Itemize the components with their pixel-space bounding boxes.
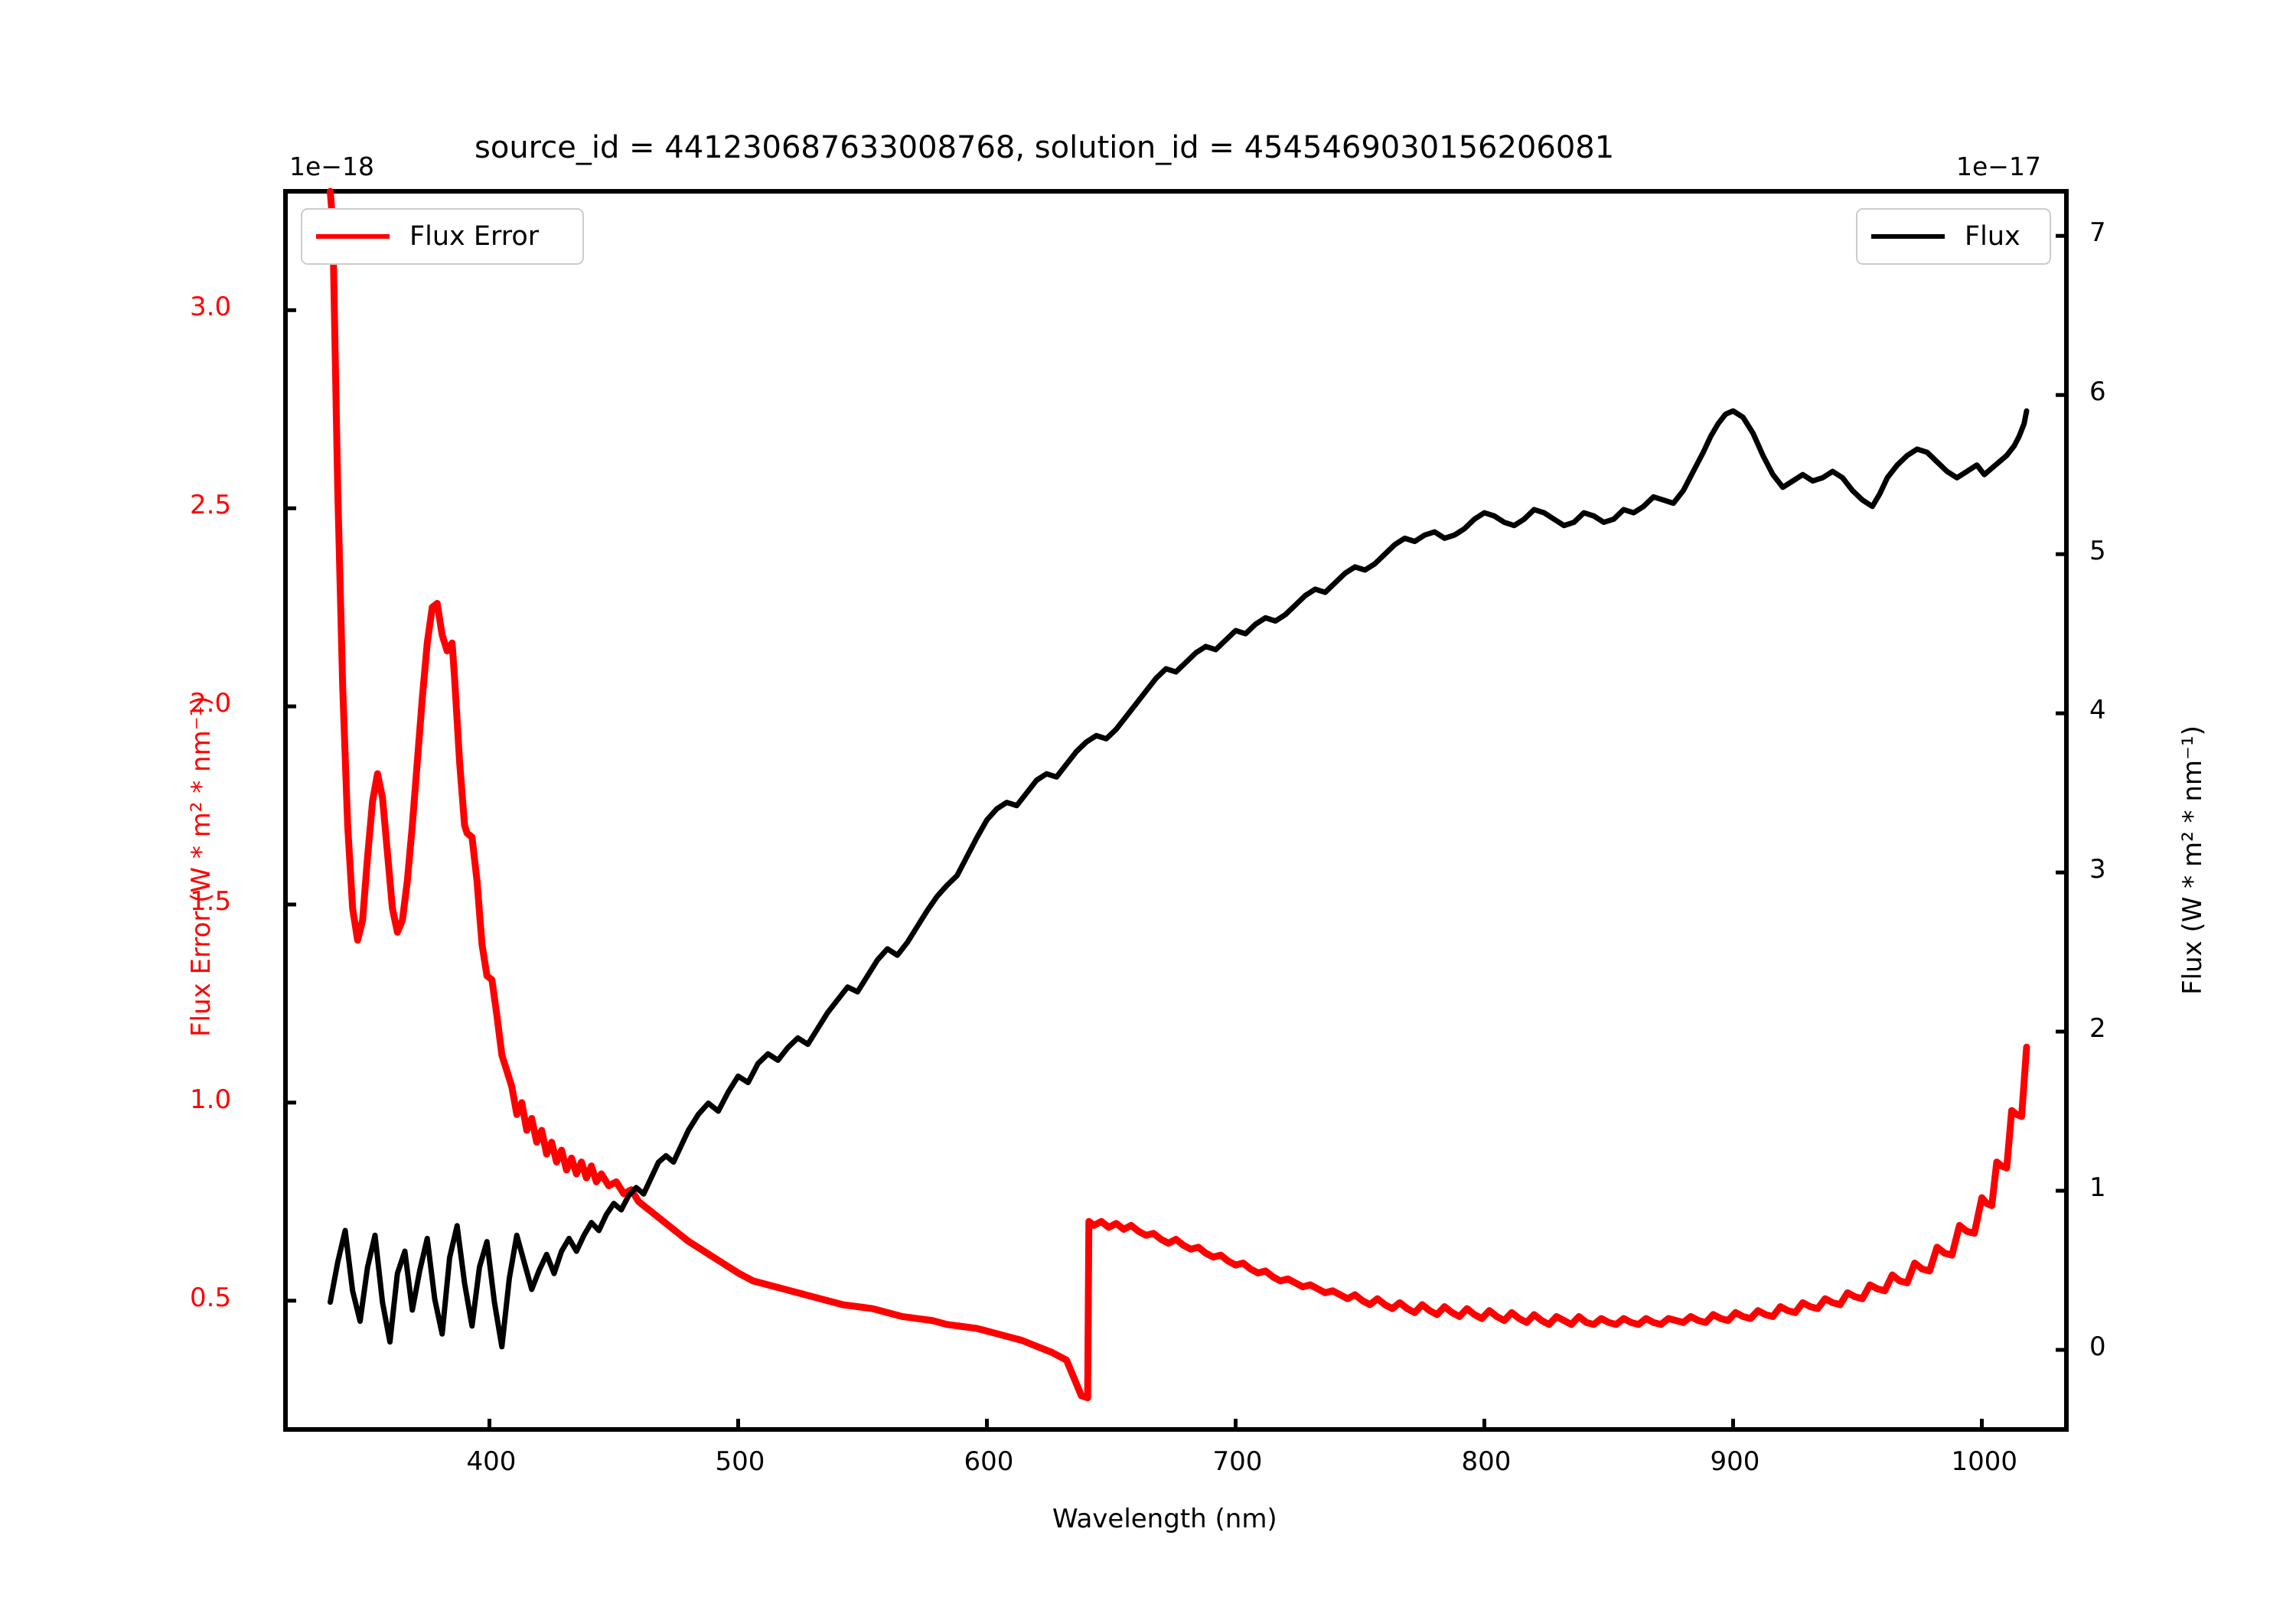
x-tick-label: 600 xyxy=(964,1446,1014,1477)
y-tick-label-left: 0.5 xyxy=(190,1282,232,1313)
right-axis-offset-text: 1e−17 xyxy=(1956,152,2041,181)
y-tick-label-left: 1.5 xyxy=(190,885,232,917)
x-axis-label: Wavelength (nm) xyxy=(1052,1504,1277,1534)
y-tick-label-right: 6 xyxy=(2089,376,2106,408)
x-tick-label: 400 xyxy=(466,1446,517,1477)
axes-frame xyxy=(283,189,2069,1432)
y-tick-label-left: 3.0 xyxy=(190,292,232,323)
legend-line-flux-error xyxy=(316,234,390,239)
x-tick-label: 900 xyxy=(1710,1446,1760,1477)
legend-label-flux-error: Flux Error xyxy=(409,221,540,252)
y-tick-label-left: 2.5 xyxy=(190,490,232,521)
legend-flux[interactable]: Flux xyxy=(1856,208,2051,265)
x-tick-label: 800 xyxy=(1461,1446,1512,1477)
y-tick-label-right: 1 xyxy=(2089,1172,2106,1204)
y-axis-label-left: Flux Error (W * m² * nm⁻¹) xyxy=(186,696,217,1037)
y-tick-label-right: 2 xyxy=(2089,1013,2106,1045)
page-title: source_id = 441230687633008768, solution… xyxy=(475,130,1615,165)
x-tick-label: 1000 xyxy=(1951,1446,2018,1477)
x-tick-label: 700 xyxy=(1212,1446,1263,1477)
y-tick-label-right: 4 xyxy=(2089,695,2106,726)
legend-label-flux: Flux xyxy=(1965,221,2020,252)
y-tick-label-right: 7 xyxy=(2089,217,2106,249)
legend-line-flux xyxy=(1871,234,1945,239)
y-axis-label-right: Flux (W * m² * nm⁻¹) xyxy=(2177,725,2208,995)
y-tick-label-left: 2.0 xyxy=(190,688,232,719)
legend-flux-error[interactable]: Flux Error xyxy=(301,208,584,265)
y-tick-label-left: 1.0 xyxy=(190,1084,232,1115)
left-axis-offset-text: 1e−18 xyxy=(289,152,374,181)
series-flux-line xyxy=(328,408,2030,1350)
y-tick-label-right: 0 xyxy=(2089,1332,2106,1362)
series-flux-error-line xyxy=(327,187,2030,1402)
x-tick-label: 500 xyxy=(715,1446,765,1477)
y-tick-label-right: 3 xyxy=(2089,854,2106,885)
y-tick-label-right: 5 xyxy=(2089,536,2106,567)
